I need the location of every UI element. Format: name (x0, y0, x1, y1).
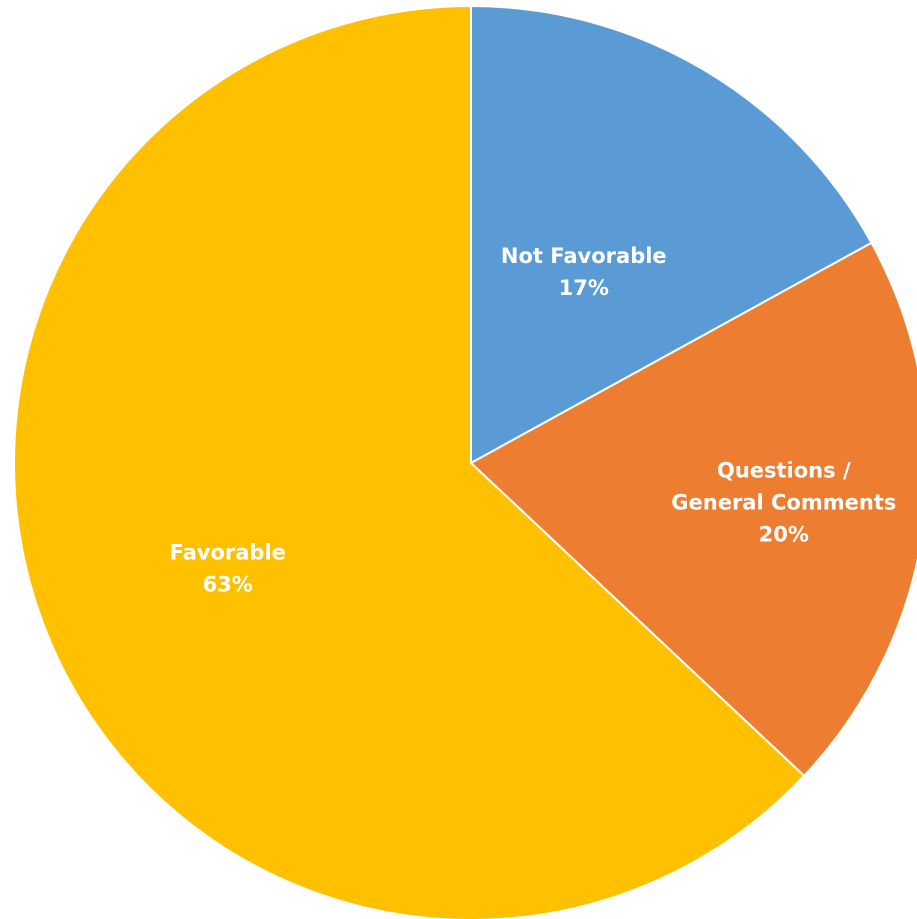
slice-category: Questions / (717, 459, 851, 483)
slice-percent: 63% (203, 572, 253, 596)
pie-slice-questions-general-comments (469, 241, 917, 778)
slice-category: General Comments (671, 491, 896, 515)
slice-label: Not Favorable 17% (501, 244, 667, 300)
pie-slices (13, 4, 917, 919)
slice-label: Questions / General Comments 20% (671, 459, 896, 547)
slice-category: Favorable (169, 540, 285, 564)
slice-label: Favorable 63% (169, 540, 285, 596)
slice-category: Not Favorable (501, 244, 667, 268)
slice-percent: 20% (759, 523, 809, 547)
slice-labels: Not Favorable 17% Questions / General Comme… (169, 244, 896, 596)
pie-slice-not-favorable (470, 4, 873, 465)
pie-slice-favorable (13, 4, 806, 919)
slice-percent: 17% (559, 276, 609, 300)
